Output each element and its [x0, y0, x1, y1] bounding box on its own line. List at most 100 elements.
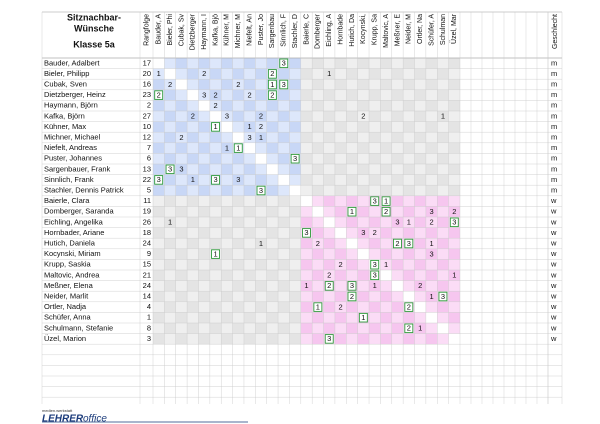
logo-brand: LEHRER — [42, 414, 84, 424]
cell-bg — [232, 111, 244, 122]
cell-bg — [323, 301, 335, 313]
cell-bg — [243, 217, 256, 228]
student-name: Schulmann, Stefanie — [44, 323, 113, 332]
wish-value: 3 — [350, 281, 354, 290]
cell-bg — [437, 248, 449, 260]
cell-bg — [312, 132, 324, 143]
wish-value: 1 — [418, 324, 422, 333]
cell-bg — [255, 227, 267, 239]
cell-bg — [334, 164, 347, 175]
cell-bg — [209, 89, 222, 101]
column-header: Üzel, Mar — [450, 13, 458, 44]
cell-bg — [391, 111, 404, 122]
cell-bg — [300, 270, 313, 281]
student-name: Dietzberger, Heinz — [44, 90, 106, 99]
column-header: Puster, Jo — [258, 14, 265, 45]
cell-bg — [198, 206, 210, 217]
cell-bg — [232, 217, 244, 228]
rank: 22 — [143, 175, 151, 184]
cell-bg — [369, 111, 381, 122]
column-header: Bieler, Phi — [167, 14, 174, 46]
cell-bg — [380, 238, 392, 249]
cell-bg — [300, 195, 313, 207]
cell-bg — [221, 185, 233, 196]
student-name: Michner, Michael — [44, 132, 101, 141]
wish-value: 3 — [361, 228, 365, 237]
cell-bg — [289, 185, 301, 196]
cell-bg — [221, 259, 233, 270]
cell-bg — [187, 280, 199, 292]
cell-bg — [209, 100, 222, 111]
cell-bg — [369, 68, 381, 80]
cell-bg — [448, 227, 460, 239]
wish-value: 1 — [407, 218, 411, 227]
cell-bg — [357, 217, 370, 228]
cell-bg — [300, 291, 313, 302]
mutual-box — [267, 69, 277, 79]
column-header: Sinnlich, F — [281, 14, 288, 47]
cell-bg — [289, 333, 301, 345]
cell-bg — [414, 68, 426, 80]
student-name: Kühner, Max — [44, 122, 86, 131]
wish-value: 2 — [407, 302, 411, 311]
cell-bg — [164, 270, 176, 281]
cell-bg — [232, 121, 244, 133]
wish-value: 3 — [282, 80, 286, 89]
cell-bg — [414, 79, 426, 90]
cell-bg — [312, 142, 324, 154]
cell-bg — [243, 100, 256, 111]
wish-value: 2 — [179, 133, 183, 142]
cell-bg — [278, 89, 290, 101]
cell-bg — [232, 164, 244, 175]
cell-bg — [278, 153, 290, 164]
cell-bg — [243, 68, 256, 80]
cell-bg — [232, 58, 244, 69]
cell-bg — [289, 291, 301, 302]
cell-bg — [198, 195, 210, 207]
cell-bg — [357, 121, 370, 133]
cell-bg — [255, 89, 267, 101]
cell-bg — [346, 195, 358, 207]
cell-bg — [425, 323, 438, 334]
cell-bg — [357, 301, 370, 313]
cell-bg — [175, 291, 188, 302]
student-name: Maltovic, Andrea — [44, 270, 100, 279]
cell-bg — [391, 132, 404, 143]
cell-bg — [255, 132, 267, 143]
cell-bg — [403, 227, 415, 239]
cell-bg — [175, 270, 188, 281]
column-header: Kühner, M — [224, 14, 231, 46]
cell-bg — [346, 259, 358, 270]
rank: 16 — [143, 79, 151, 88]
cell-bg — [437, 333, 449, 345]
column-header: Ortler, Na — [417, 14, 424, 44]
cell-bg — [448, 164, 460, 175]
cell-bg — [278, 195, 290, 207]
cell-bg — [323, 259, 335, 270]
wish-value: 3 — [373, 260, 377, 269]
wish-value: 3 — [395, 218, 399, 227]
cell-bg — [232, 174, 244, 186]
wish-value: 2 — [259, 112, 263, 121]
cell-bg — [403, 58, 415, 69]
cell-bg — [425, 58, 438, 69]
cell-bg — [425, 270, 438, 281]
cell-bg — [221, 227, 233, 239]
mutual-box — [404, 238, 414, 249]
wish-value: 2 — [429, 218, 433, 227]
gender: w — [550, 323, 557, 332]
cell-bg — [448, 248, 460, 260]
cell-bg — [391, 164, 404, 175]
cell-bg — [357, 270, 370, 281]
cell-bg — [289, 79, 301, 90]
cell-bg — [334, 238, 347, 249]
cell-bg — [232, 238, 244, 249]
cell-bg — [243, 259, 256, 270]
wish-value: 1 — [373, 281, 377, 290]
cell-bg — [243, 270, 256, 281]
wish-value: 3 — [327, 334, 331, 343]
column-header: Schulman — [440, 14, 447, 45]
rank: 11 — [143, 196, 151, 205]
cell-bg — [255, 312, 267, 323]
rank-header: Rangfolge — [143, 14, 150, 46]
